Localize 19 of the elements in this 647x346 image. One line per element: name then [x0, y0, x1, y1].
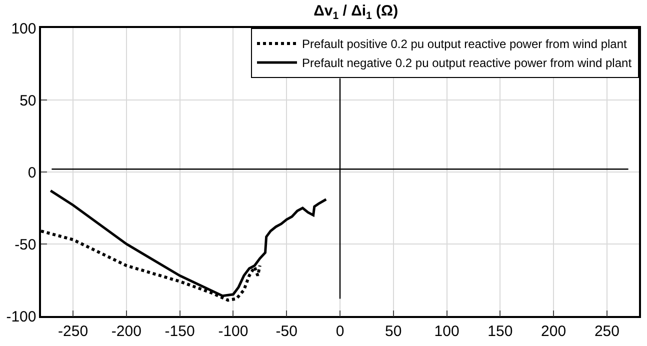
y-tick-label: -100	[6, 308, 36, 326]
chart-title: Δv$_{1}$ / Δi$_{1}$ (Ω)	[314, 2, 398, 22]
x-tick-label: -200	[111, 322, 142, 340]
x-tick-label: 50	[385, 322, 402, 340]
x-tick-label: 0	[336, 322, 344, 340]
legend-label: Prefault negative 0.2 pu output reactive power from wind plant	[302, 56, 632, 70]
x-tick-label: -100	[218, 322, 248, 340]
x-tick-label: -50	[276, 322, 298, 340]
x-tick-label: -150	[164, 322, 195, 340]
y-tick-label: 100	[11, 20, 36, 38]
x-tick-label: 250	[594, 322, 620, 340]
x-tick-label: 150	[488, 322, 513, 340]
y-tick-label: -50	[14, 236, 36, 254]
x-tick-label: -250	[58, 322, 88, 340]
x-tick-label: 200	[541, 322, 566, 340]
legend-label: Prefault positive 0.2 pu output reactive power from wind plant	[302, 37, 628, 52]
x-tick-label: 100	[434, 322, 460, 340]
y-tick-label: 50	[20, 92, 36, 110]
y-tick-label: 0	[28, 164, 36, 182]
